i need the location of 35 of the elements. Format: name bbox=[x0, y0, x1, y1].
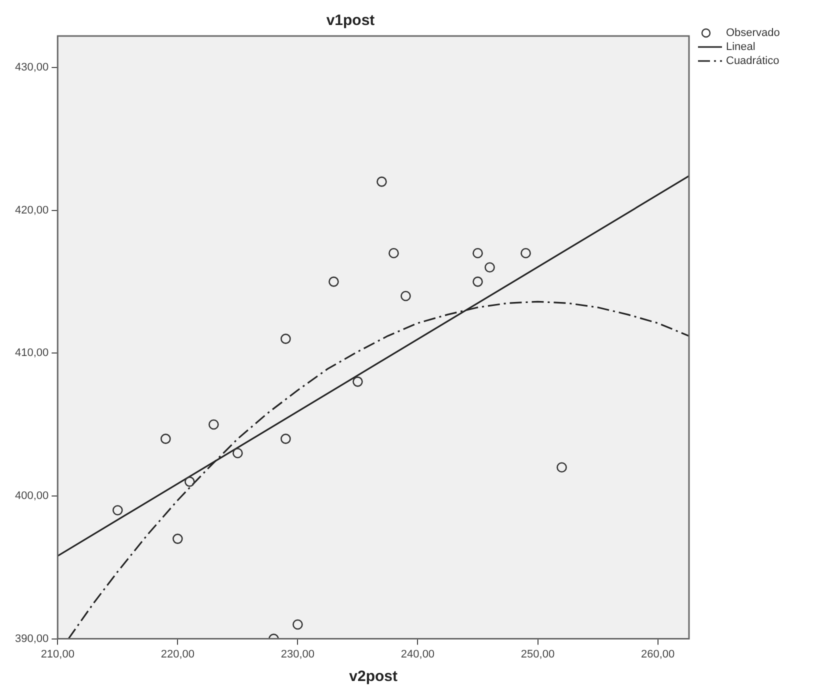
legend-label: Observado bbox=[726, 27, 780, 39]
point bbox=[184, 476, 195, 487]
point bbox=[208, 419, 219, 430]
x-tick-label: 250,00 bbox=[520, 648, 555, 660]
chart-title: v1post bbox=[326, 12, 375, 30]
point bbox=[328, 276, 339, 287]
point bbox=[172, 534, 183, 544]
y-tick-label: 430,00 bbox=[14, 61, 49, 74]
point bbox=[484, 262, 495, 273]
x-tick-label: 260,00 bbox=[640, 648, 675, 660]
point bbox=[280, 334, 291, 344]
x-tick-label: 220,00 bbox=[160, 648, 194, 660]
y-tick-label: 400,00 bbox=[14, 490, 49, 502]
x-tick-label: 230,00 bbox=[280, 648, 315, 660]
point bbox=[292, 619, 303, 630]
point bbox=[232, 448, 243, 458]
y-tick-label: 410,00 bbox=[14, 347, 49, 360]
point bbox=[472, 248, 483, 258]
point bbox=[376, 176, 387, 187]
legend-label: Lineal bbox=[726, 41, 756, 53]
point bbox=[400, 290, 411, 302]
point bbox=[160, 434, 171, 444]
x-tick-label: 240,00 bbox=[400, 648, 435, 660]
point bbox=[472, 276, 483, 287]
y-tick-label: 390,00 bbox=[14, 632, 49, 645]
point bbox=[352, 376, 363, 387]
point bbox=[112, 505, 123, 516]
point bbox=[280, 434, 291, 444]
x-tick-label: 210,00 bbox=[40, 648, 74, 660]
x-axis-title: v2post bbox=[349, 668, 398, 686]
point bbox=[520, 248, 531, 258]
point bbox=[556, 462, 567, 473]
legend-label: Cuadrático bbox=[726, 55, 780, 67]
y-tick-label: 420,00 bbox=[14, 204, 49, 216]
point bbox=[388, 248, 399, 258]
